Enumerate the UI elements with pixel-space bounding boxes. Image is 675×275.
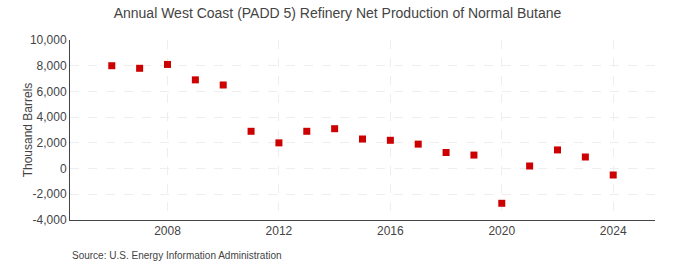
- svg-text:2016: 2016: [377, 224, 404, 238]
- svg-text:6,000: 6,000: [37, 85, 67, 99]
- svg-text:Thousand Barrels: Thousand Barrels: [21, 83, 35, 178]
- svg-text:Annual West Coast (PADD 5) Ref: Annual West Coast (PADD 5) Refinery Net …: [114, 5, 562, 21]
- svg-text:0: 0: [60, 162, 67, 176]
- svg-text:2020: 2020: [488, 224, 515, 238]
- svg-text:Source: U.S. Energy Informatio: Source: U.S. Energy Information Administ…: [72, 250, 282, 261]
- svg-text:10,000: 10,000: [30, 33, 67, 47]
- svg-text:-2,000: -2,000: [33, 187, 67, 201]
- svg-text:-4,000: -4,000: [33, 213, 67, 227]
- svg-text:2,000: 2,000: [37, 136, 67, 150]
- svg-text:2024: 2024: [600, 224, 627, 238]
- svg-text:2008: 2008: [154, 224, 181, 238]
- svg-text:2012: 2012: [266, 224, 293, 238]
- svg-text:4,000: 4,000: [37, 110, 67, 124]
- svg-text:8,000: 8,000: [37, 59, 67, 73]
